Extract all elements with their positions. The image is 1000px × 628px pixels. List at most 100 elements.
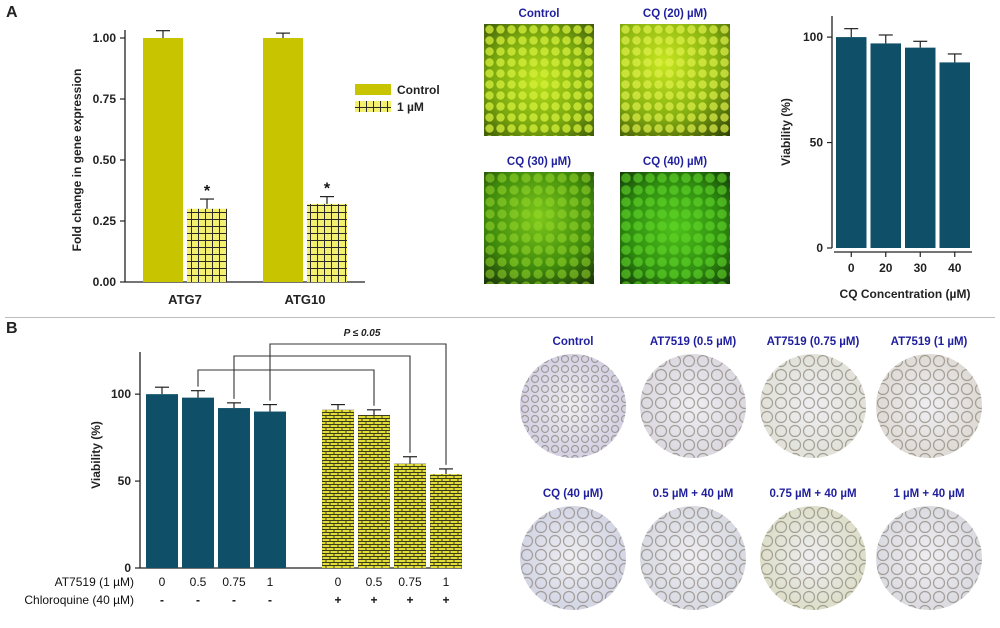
panel-divider (5, 317, 995, 318)
chloroquine-sign: - (232, 593, 236, 607)
x-tick-label: 0 (848, 261, 855, 275)
micrograph-caption: AT7519 (0.5 µM) (649, 336, 737, 348)
y-tick-label: 100 (803, 30, 823, 44)
combination-viability-chart: 0 50 100 Viability (%) 0 - 0.5 - 0.75 - 1 - 0 +0.5 +0.… (24, 328, 462, 607)
fluor-cells-pattern (620, 24, 730, 136)
y-axis-label: Viability (%) (779, 98, 793, 166)
at7519-row-label: AT7519 (1 µM) (55, 575, 134, 589)
fluor-caption-cq40: CQ (40) µM) (642, 156, 708, 168)
chloroquine-sign: - (196, 593, 200, 607)
cell-pattern (640, 506, 746, 610)
micrograph-image (520, 354, 626, 458)
y-tick-label: 0.50 (93, 153, 117, 167)
fluor-caption-cq20: CQ (20) µM) (642, 8, 708, 20)
micrograph-image (760, 506, 866, 610)
chloroquine-sign: - (268, 593, 272, 607)
y-tick-label: 0 (124, 561, 131, 575)
cell-pattern (520, 506, 626, 610)
legend-label: 1 µM (397, 100, 424, 114)
micrograph-caption: 0.75 µM + 40 µM (769, 488, 857, 500)
fluorescence-image-cq30 (484, 172, 594, 284)
bar-cq-20 (870, 43, 901, 248)
bar-ATG10-0 (263, 38, 303, 282)
y-tick-label: 50 (810, 136, 824, 150)
at7519-dose-label: 0.75 (222, 575, 246, 589)
micrograph-caption: CQ (40 µM) (542, 488, 604, 500)
bar-group0-1 (182, 397, 214, 568)
micrograph-caption: AT7519 (0.75 µM) (766, 336, 860, 348)
bar-ATG7-1 (187, 208, 227, 282)
p-value-annotation: P ≤ 0.05 (344, 328, 381, 339)
fluorescence-image-cq20 (620, 24, 730, 136)
at7519-dose-label: 0.5 (366, 575, 383, 589)
legend-swatch (355, 84, 391, 95)
x-tick-label: 20 (879, 261, 893, 275)
bar-group0-0 (146, 394, 178, 568)
cell-pattern (760, 354, 866, 458)
micrograph-image (640, 354, 746, 458)
micrograph-image (640, 506, 746, 610)
fluor-caption-control: Control (518, 8, 560, 20)
micrograph-caption: 1 µM + 40 µM (893, 488, 965, 500)
fluor-cells-pattern (620, 172, 730, 284)
cell-pattern (520, 354, 626, 458)
micrograph-caption: 0.5 µM + 40 µM (652, 488, 734, 500)
fluor-cells-pattern (484, 24, 594, 136)
cell-pattern (876, 354, 982, 458)
y-tick-label: 1.00 (93, 31, 117, 45)
significance-star: * (204, 183, 211, 200)
y-tick-label: 0.00 (93, 275, 117, 289)
comparison-bracket (269, 343, 447, 465)
x-tick-label: 30 (914, 261, 928, 275)
significance-star: * (324, 181, 331, 198)
cq-viability-chart: 0 50 100 Viability (%) 0 20 30 40 CQ Concentrati… (779, 16, 972, 301)
bar-ATG10-1 (307, 203, 347, 282)
comparison-bracket (197, 369, 375, 406)
micrograph-image (520, 506, 626, 610)
y-axis-label: Viability (%) (89, 421, 103, 489)
x-axis-label: CQ Concentration (µM) (840, 287, 971, 301)
legend-swatch (355, 101, 391, 112)
micrograph-image (876, 506, 982, 610)
y-tick-label: 100 (111, 387, 131, 401)
x-tick-label: 40 (948, 261, 962, 275)
y-tick-label: 0.25 (93, 214, 117, 228)
chloroquine-sign: + (334, 593, 341, 607)
fluor-cells-pattern (484, 172, 594, 284)
bar-group0-2 (218, 408, 250, 568)
bar-cq-0 (836, 37, 867, 248)
x-tick-label: ATG10 (285, 292, 326, 307)
panel-b-letter: B (6, 320, 18, 337)
fluor-caption-cq30: CQ (30) µM) (506, 156, 572, 168)
bar-group1-3 (430, 474, 462, 568)
at7519-dose-label: 0 (159, 575, 166, 589)
bar-group0-3 (254, 411, 286, 568)
cell-pattern (760, 506, 866, 610)
fluorescence-image-control (484, 24, 594, 136)
comparison-bracket (233, 355, 411, 453)
at7519-dose-label: 0 (335, 575, 342, 589)
micrograph-caption: AT7519 (1 µM) (890, 336, 968, 348)
y-tick-label: 0 (816, 241, 823, 255)
at7519-dose-label: 0.5 (190, 575, 207, 589)
panel-a-letter: A (6, 4, 18, 21)
cell-pattern (640, 354, 746, 458)
bar-group1-0 (322, 409, 354, 568)
at7519-dose-label: 0.75 (398, 575, 422, 589)
chloroquine-sign: + (442, 593, 449, 607)
legend-label: Control (397, 83, 440, 97)
bar-cq-30 (905, 47, 936, 248)
micrograph-image (876, 354, 982, 458)
gene-expression-chart: 0.00 0.25 0.50 0.75 1.00 Fold change in gene … (70, 30, 440, 307)
y-tick-label: 0.75 (93, 92, 117, 106)
chloroquine-sign: + (370, 593, 377, 607)
bar-cq-40 (939, 62, 970, 249)
chloroquine-row-label: Chloroquine (40 µM) (24, 593, 134, 607)
micrograph-image (760, 354, 866, 458)
micrograph-caption: Control (552, 336, 594, 348)
at7519-dose-label: 1 (267, 575, 274, 589)
chloroquine-sign: + (406, 593, 413, 607)
y-tick-label: 50 (118, 474, 132, 488)
y-axis-label: Fold change in gene expression (70, 69, 84, 252)
bar-ATG7-0 (143, 38, 183, 282)
